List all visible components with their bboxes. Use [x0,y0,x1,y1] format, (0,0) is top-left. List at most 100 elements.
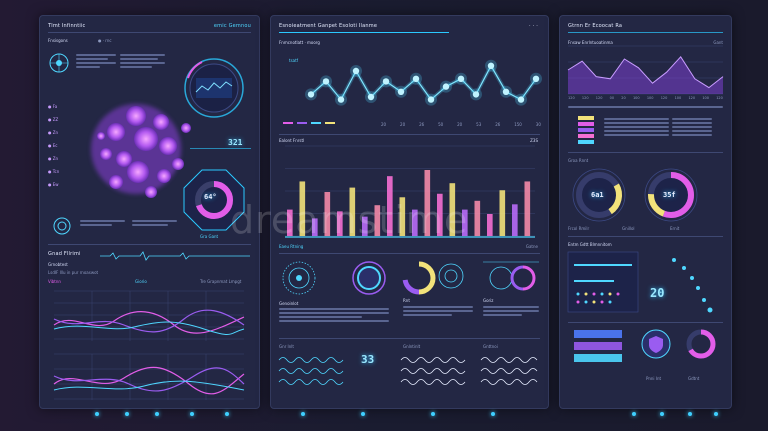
pager-dot[interactable] [714,412,718,416]
axis-tick: 20 [400,122,406,127]
axis-tick: 120 [595,96,603,100]
metric-value: 33 [361,353,375,366]
axis-tick: 00 [609,96,615,100]
axis-tick: 120 [581,96,589,100]
pager-dot[interactable] [155,412,159,416]
pager-dot[interactable] [225,412,229,416]
area-line [567,55,724,89]
data-point [352,67,360,75]
chart-tab[interactable]: Tre Grapnmat Lmpgt [200,279,242,284]
wave-strip [278,357,344,385]
divider [190,148,251,149]
data-point [487,62,495,69]
data-point [517,96,525,103]
pager-dot[interactable] [95,412,99,416]
panel-header-right[interactable]: emic Gemnou [213,23,251,29]
bar [287,209,293,236]
split-gauge [483,261,539,291]
pager-dot[interactable] [190,412,194,416]
data-point [337,96,345,103]
legend-row: ● ZZ [48,117,59,122]
bar-footer-left: Eaeu Rtning [279,244,304,249]
bar [349,187,356,236]
chart-tab[interactable]: Giorio [135,279,147,284]
text-block [483,306,539,318]
pager-dot[interactable] [361,412,365,416]
stack-icon [578,116,594,144]
bar [412,209,418,236]
circle-label: Goriz [483,298,494,303]
bar [387,176,393,236]
axis-tick: 120 [716,96,723,100]
wave-strip [400,357,466,385]
legend-list: ● Fa ● ZZ ● Zn ● Ec ● Zn ● Tcn ● Ew [48,104,59,195]
metric-value: 20 [650,286,665,300]
bar [449,183,456,236]
axis-tick: 120 [568,96,575,100]
bar [487,214,493,236]
donut-value: 64° [204,193,217,201]
glow-line-chart [305,59,542,106]
bar [499,190,506,236]
pager-dot[interactable] [431,412,435,416]
axis-tick: 26 [495,122,501,127]
glow-dial [352,261,386,295]
bottom-label: Gnttnoi [483,344,498,349]
data-point [457,75,465,82]
pager-dot[interactable] [491,412,495,416]
legend-row: ● Ew [48,182,59,187]
bar [399,197,406,236]
pager-dot[interactable] [301,412,305,416]
bar [462,209,468,236]
section-title: Gnad Fllrimi [48,251,81,257]
pager-dot[interactable] [632,412,636,416]
data-point [532,75,540,82]
bar [424,170,431,236]
wave-chart-top [53,290,245,341]
shield-icon [641,329,671,359]
pager-dot[interactable] [125,412,129,416]
gauge-ring [184,58,244,118]
axis-tick: 50 [438,122,444,127]
data-point [307,91,315,98]
bubble-cluster [91,104,191,198]
panel-title: Gtrnn Er Ecoocat Ra [568,23,623,29]
axis-tick: 20 [457,122,463,127]
donut-chart [183,169,245,231]
divider [48,32,251,33]
axis-tick: 100 [646,96,654,100]
donut-footer: Gra Gant [200,234,219,239]
subtitle: Fnmcnotlatt · moorg [279,40,320,45]
legend-swatches [283,122,335,124]
scatter-dots [672,258,713,313]
legend-row: ● Fa [48,104,58,109]
bar [312,218,318,236]
axis-tick: 100 [674,96,682,100]
bar-section-right: Z3S [530,138,538,143]
subtitle-right: Gant [713,40,723,45]
text-block [672,118,712,138]
progress-bars [574,330,622,362]
bar [524,181,531,236]
area-fill [568,56,723,94]
chart-tab[interactable]: Vibtnn [48,279,61,284]
text-block [120,54,165,70]
donut-chart-1 [572,168,626,222]
axis-tick: 20 [621,96,626,100]
pulse-line [100,251,250,261]
dot-matrix [567,251,639,313]
divider [568,32,723,33]
subtitle: Fnsisgons [48,38,68,43]
panel-title: Esnoieatment Ganpet Esoloti Ilanme [279,23,378,29]
pager-dot[interactable] [660,412,664,416]
bottom-label: Gnr Inlt [279,344,294,349]
legend-row: ● Zn [48,130,59,135]
panel-menu[interactable]: · · · [529,23,538,29]
legend-row: ● Ec [48,143,58,148]
bar [324,192,331,236]
panel-left: Tlmt Infinntiic emic Gemnou Fnsisgons ● … [39,15,260,416]
section-note: LsdIF Illu in pur rnoaswot [48,270,99,275]
pager-dot[interactable] [688,412,692,416]
wave-strip [480,357,538,385]
dial-icon [438,263,464,289]
